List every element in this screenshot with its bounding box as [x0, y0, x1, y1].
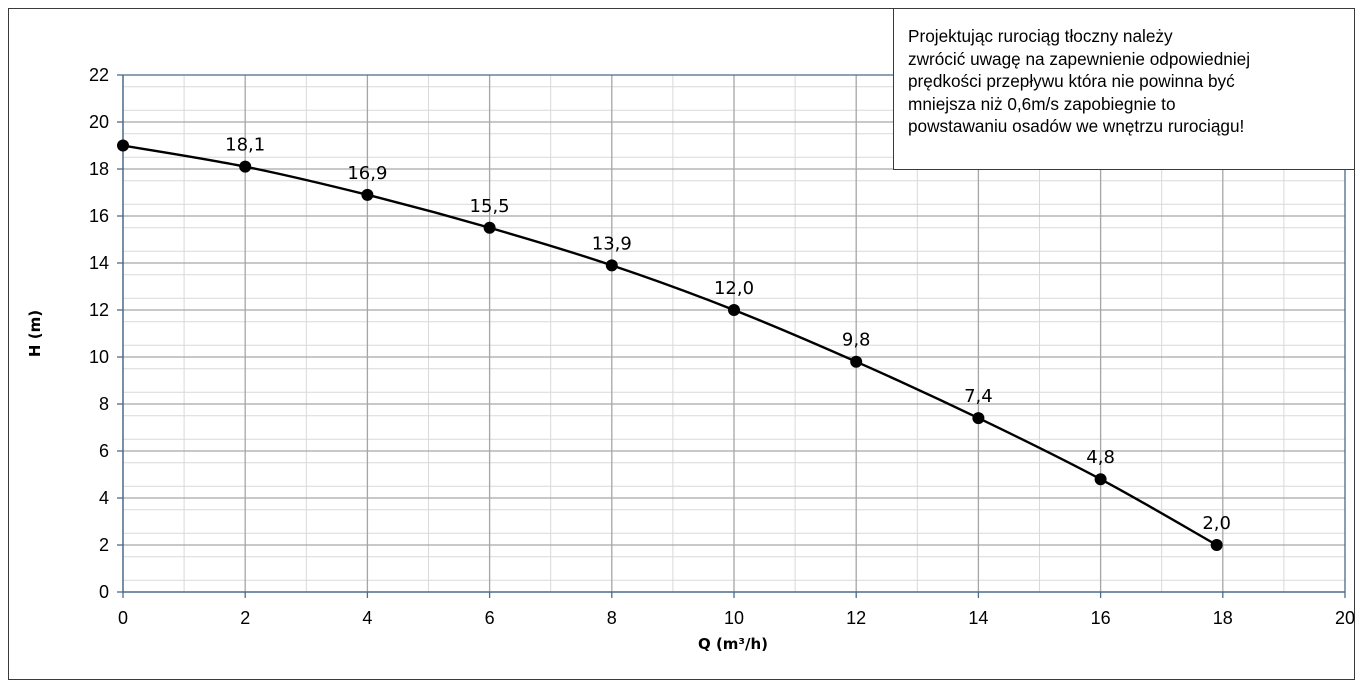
y-tick-label: 6 [99, 441, 109, 461]
annotation-line: zwrócić uwagę na zapewnienie odpowiednie… [908, 48, 1251, 69]
data-labels: 18,1 16,9 15,5 13,9 12,0 9,8 7,4 4,8 2,0 [225, 135, 1231, 534]
y-tick-labels: 0 2 4 6 8 10 12 14 16 18 20 22 [89, 65, 109, 602]
data-point [605, 259, 618, 272]
y-tick-label: 8 [99, 394, 109, 414]
data-point [1094, 473, 1107, 486]
x-tick-labels: 0 2 4 6 8 10 12 14 16 18 20 [118, 608, 1355, 628]
y-tick-label: 12 [89, 300, 109, 320]
x-tick-label: 20 [1335, 608, 1355, 628]
y-tick-label: 22 [89, 65, 109, 85]
data-label: 16,9 [347, 163, 387, 184]
y-tick-label: 20 [89, 112, 109, 132]
data-point [117, 139, 129, 152]
data-label: 13,9 [592, 233, 632, 254]
data-point [972, 412, 985, 425]
y-tick-label: 18 [89, 159, 109, 179]
data-markers [117, 139, 1223, 551]
major-grid [123, 75, 1345, 592]
data-point [1210, 539, 1223, 551]
data-point [850, 355, 863, 368]
data-label: 4,8 [1086, 447, 1115, 468]
y-tick-label: 10 [89, 347, 109, 367]
annotation-line: prędkości przepływu która nie powinna by… [908, 71, 1235, 91]
y-tick-label: 4 [99, 488, 109, 508]
x-tick-label: 6 [485, 608, 495, 628]
data-point [239, 160, 252, 173]
y-tick-label: 0 [99, 582, 109, 602]
x-tick-label: 8 [607, 608, 617, 628]
x-tick-label: 2 [240, 608, 250, 628]
x-tick-label: 14 [968, 608, 988, 628]
x-tick-label: 18 [1213, 608, 1233, 628]
x-tick-label: 12 [846, 608, 866, 628]
y-tick-label: 14 [89, 253, 109, 273]
data-label: 9,8 [842, 330, 871, 351]
series-line [122, 144, 1218, 547]
annotation-line: powstawaniu osadów we wnętrzu rurociągu! [908, 116, 1245, 136]
y-axis-title: H (m) [26, 310, 44, 357]
x-tick-label: 10 [724, 608, 744, 628]
data-label: 18,1 [225, 135, 265, 156]
data-label: 2,0 [1202, 513, 1231, 534]
data-label: 12,0 [714, 278, 754, 299]
y-tick-label: 2 [99, 535, 109, 555]
data-point [728, 304, 740, 316]
annotation-box: Projektując rurociąg tłoczny należy zwró… [893, 8, 1355, 170]
data-point [361, 188, 374, 201]
x-tick-label: 4 [362, 608, 372, 628]
data-label: 7,4 [964, 386, 993, 407]
x-tick-label: 0 [118, 608, 128, 628]
chart-frame [8, 8, 1355, 680]
data-label: 15,5 [470, 196, 510, 217]
data-point [483, 221, 496, 234]
x-axis-title: Q (m³/h) [698, 635, 768, 653]
annotation-line: mniejsza niż 0,6m/s zapobiegnie to [908, 93, 1176, 114]
x-tick-label: 16 [1091, 608, 1111, 628]
annotation-line: Projektując rurociąg tłoczny należy [908, 26, 1173, 46]
y-tick-label: 16 [89, 206, 109, 226]
